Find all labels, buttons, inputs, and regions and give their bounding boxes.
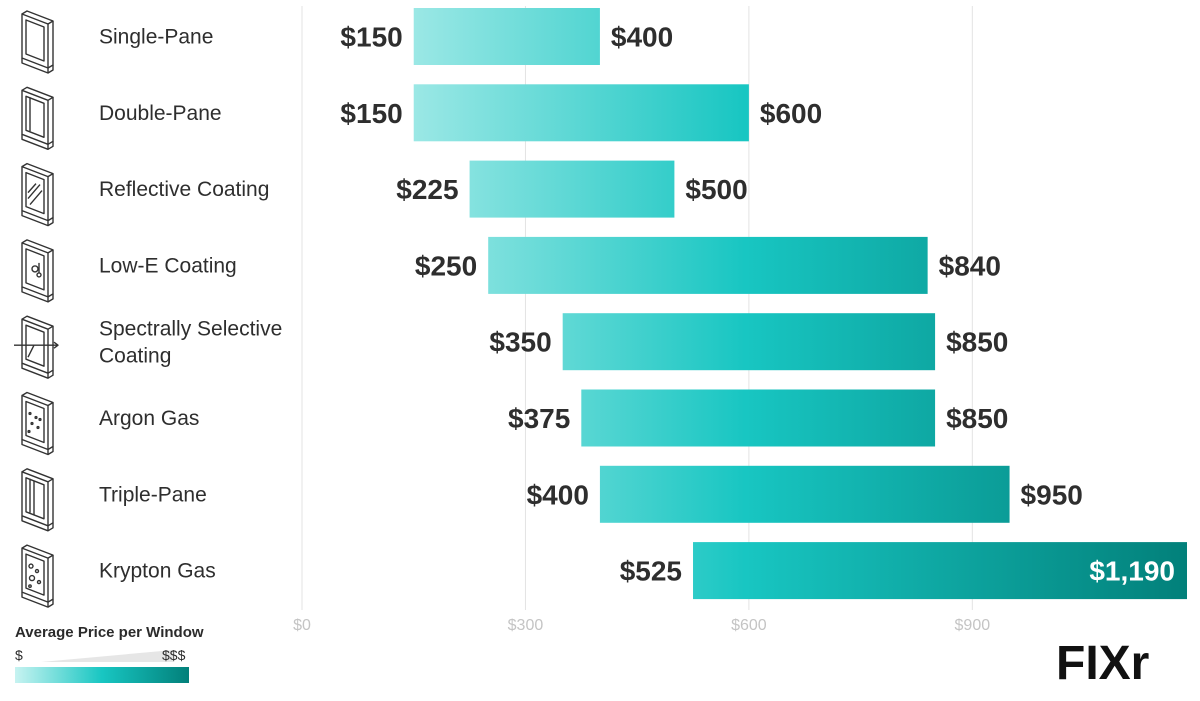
low-value-label: $375 <box>508 403 570 434</box>
legend-gradient-bar <box>15 667 189 683</box>
legend-title: Average Price per Window <box>15 624 204 641</box>
reflective-coating-window-icon <box>21 162 54 227</box>
low-value-label: $400 <box>527 479 589 510</box>
high-value-label: $1,190 <box>1089 556 1175 587</box>
range-bar <box>413 8 600 65</box>
high-value-label: $500 <box>685 174 747 205</box>
low-value-label: $150 <box>340 22 402 53</box>
low-value-label: $250 <box>415 250 477 281</box>
range-bar <box>581 389 936 447</box>
single-pane-window-icon <box>21 10 54 74</box>
high-value-label: $600 <box>760 98 822 129</box>
range-bar <box>599 465 1010 523</box>
argon-gas-window-icon <box>21 391 54 456</box>
category-label: Double-Pane <box>99 102 222 125</box>
legend-high-label: $$$ <box>162 647 186 663</box>
bars <box>413 8 1187 600</box>
range-bar <box>562 313 936 371</box>
high-value-label: $850 <box>946 403 1008 434</box>
category-label: Reflective Coating <box>99 178 269 201</box>
x-tick-label: $300 <box>508 617 544 634</box>
low-value-label: $225 <box>396 174 458 205</box>
low-e-coating-window-icon <box>21 239 54 303</box>
labels: $150 $400 Single-Pane $150 $600 Double-Pane $2… <box>99 22 1175 587</box>
x-tick-label: $600 <box>731 617 767 634</box>
high-value-label: $950 <box>1021 479 1083 510</box>
category-label: Triple-Pane <box>99 483 207 506</box>
double-pane-window-icon <box>21 86 54 151</box>
price-legend: Average Price per Window $ $$$ <box>15 624 215 683</box>
range-bar <box>693 542 1187 600</box>
category-label: Coating <box>99 345 171 368</box>
category-label: Low-E Coating <box>99 254 237 277</box>
range-bar <box>488 236 928 294</box>
krypton-gas-window-icon <box>21 544 54 608</box>
row-icons <box>14 10 59 608</box>
logo-text: FIXr <box>1056 637 1150 690</box>
low-value-label: $350 <box>489 327 551 358</box>
legend-low-label: $ <box>15 647 23 663</box>
x-tick-label: $0 <box>293 617 311 634</box>
triple-pane-window-icon <box>21 468 54 532</box>
x-axis-ticks: $0 $300 $600 $900 <box>293 617 990 634</box>
category-label: Argon Gas <box>99 407 199 430</box>
category-label: Krypton Gas <box>99 560 216 583</box>
category-label: Spectrally Selective <box>99 318 282 341</box>
fixr-logo: FIXr <box>1056 640 1149 688</box>
range-bar <box>413 84 749 142</box>
legend-scale: $ $$$ <box>15 647 215 667</box>
range-bar <box>469 160 675 218</box>
high-value-label: $850 <box>946 327 1008 358</box>
x-tick-label: $900 <box>955 617 991 634</box>
high-value-label: $400 <box>611 22 673 53</box>
high-value-label: $840 <box>939 250 1001 281</box>
legend-wedge <box>41 650 173 662</box>
low-value-label: $525 <box>620 556 682 587</box>
spectrally-selective-window-icon <box>14 315 59 379</box>
low-value-label: $150 <box>340 98 402 129</box>
category-label: Single-Pane <box>99 26 213 49</box>
